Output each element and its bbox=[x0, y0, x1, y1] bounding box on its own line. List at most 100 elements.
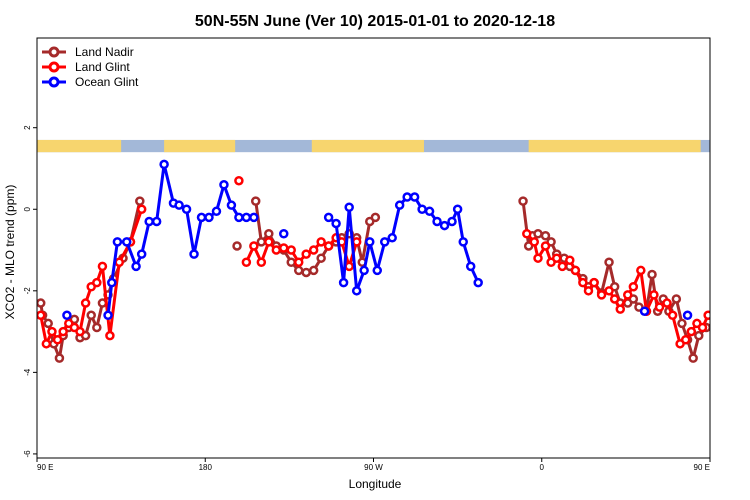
data-point bbox=[234, 212, 244, 223]
data-point bbox=[596, 290, 607, 300]
data-point bbox=[286, 245, 296, 255]
data-point bbox=[316, 253, 326, 263]
data-point bbox=[662, 298, 672, 308]
legend-marker-ocean-glint bbox=[48, 76, 60, 88]
data-point bbox=[628, 281, 639, 292]
data-point bbox=[47, 326, 57, 337]
data-point bbox=[37, 298, 46, 308]
data-point bbox=[316, 237, 326, 247]
axes: -6 -4 -2 0 2 90 E 180 90 W 0 90 E bbox=[23, 125, 711, 472]
data-point bbox=[135, 196, 145, 206]
data-point bbox=[615, 304, 626, 314]
data-point bbox=[458, 237, 468, 247]
data-point bbox=[379, 237, 390, 247]
data-point bbox=[189, 249, 199, 259]
data-point bbox=[680, 334, 691, 345]
data-point bbox=[647, 269, 657, 280]
data-point bbox=[654, 302, 665, 312]
data-point bbox=[694, 330, 704, 341]
y-tick-label: 2 bbox=[23, 125, 32, 130]
data-point bbox=[671, 294, 682, 304]
legend-marker-land-nadir bbox=[48, 46, 60, 58]
data-point bbox=[677, 318, 687, 329]
data-point bbox=[533, 253, 543, 263]
data-point bbox=[447, 216, 457, 227]
data-point bbox=[686, 326, 697, 337]
legend-marker-land-glint bbox=[48, 61, 60, 73]
legend-entry-land-nadir: Land Nadir bbox=[42, 45, 134, 59]
data-point bbox=[250, 196, 261, 206]
data-point bbox=[159, 159, 169, 170]
data-point bbox=[359, 265, 369, 276]
data-point bbox=[144, 216, 154, 227]
series-ocean-glint bbox=[62, 159, 693, 321]
data-point bbox=[92, 322, 102, 333]
data-point bbox=[279, 228, 289, 239]
data-point bbox=[174, 200, 184, 210]
data-point bbox=[105, 330, 115, 341]
data-point bbox=[103, 310, 113, 321]
data-point bbox=[465, 261, 476, 272]
data-point bbox=[432, 216, 442, 227]
data-point bbox=[75, 326, 85, 337]
y-tick-label: -4 bbox=[23, 368, 32, 376]
x-tick-label: 180 bbox=[199, 463, 213, 472]
land-strip-segment bbox=[311, 139, 424, 153]
y-tick-label: 0 bbox=[23, 206, 32, 211]
data-point bbox=[351, 237, 362, 247]
data-point bbox=[114, 257, 125, 268]
legend-entry-ocean-glint: Ocean Glint bbox=[42, 75, 139, 89]
data-point bbox=[264, 228, 274, 239]
series-line bbox=[327, 195, 480, 293]
data-point bbox=[308, 245, 319, 255]
data-point bbox=[365, 237, 375, 247]
data-point bbox=[583, 286, 594, 296]
chart-title: 50N-55N June (Ver 10) 2015-01-01 to 2020… bbox=[195, 13, 555, 30]
x-axis-title: Longitude bbox=[349, 477, 402, 491]
legend-entry-land-glint: Land Glint bbox=[42, 60, 130, 74]
legend-label-land-nadir: Land Nadir bbox=[75, 45, 134, 59]
data-point bbox=[293, 265, 304, 276]
legend: Land Nadir Land Glint Ocean Glint bbox=[42, 45, 139, 89]
data-point bbox=[473, 277, 483, 288]
data-point bbox=[196, 212, 207, 223]
data-point bbox=[249, 212, 259, 223]
data-point bbox=[80, 298, 91, 308]
data-point bbox=[370, 212, 381, 223]
data-point bbox=[409, 192, 420, 202]
y-axis-title: XCO2 - MLO trend (ppm) bbox=[3, 185, 17, 320]
data-point bbox=[308, 265, 319, 276]
data-point bbox=[219, 180, 229, 190]
data-point bbox=[323, 241, 334, 251]
data-point bbox=[703, 310, 710, 321]
data-point bbox=[636, 265, 646, 276]
data-point bbox=[264, 237, 274, 247]
series-line bbox=[39, 208, 144, 346]
land-strip-segment bbox=[528, 139, 701, 153]
data-point bbox=[578, 277, 588, 288]
data-point bbox=[697, 322, 708, 333]
data-point bbox=[331, 218, 341, 229]
data-point bbox=[249, 241, 259, 251]
x-tick-label: 90 W bbox=[364, 463, 383, 472]
data-point bbox=[387, 233, 397, 243]
data-point bbox=[58, 326, 68, 337]
land-strip-segment bbox=[164, 139, 236, 153]
data-point bbox=[589, 277, 599, 288]
y-tick-label: -6 bbox=[23, 450, 32, 458]
data-point bbox=[522, 228, 532, 239]
data-point bbox=[279, 243, 289, 253]
data-point bbox=[372, 265, 382, 276]
data-point bbox=[452, 204, 463, 215]
data-point bbox=[131, 261, 141, 272]
data-point bbox=[86, 310, 96, 321]
data-point bbox=[338, 277, 349, 288]
data-point bbox=[271, 245, 282, 255]
data-point bbox=[622, 290, 633, 300]
x-tick-label: 90 E bbox=[694, 463, 710, 472]
data-point bbox=[97, 261, 108, 272]
data-point bbox=[667, 310, 678, 321]
data-point bbox=[570, 265, 581, 276]
data-point bbox=[424, 206, 435, 217]
